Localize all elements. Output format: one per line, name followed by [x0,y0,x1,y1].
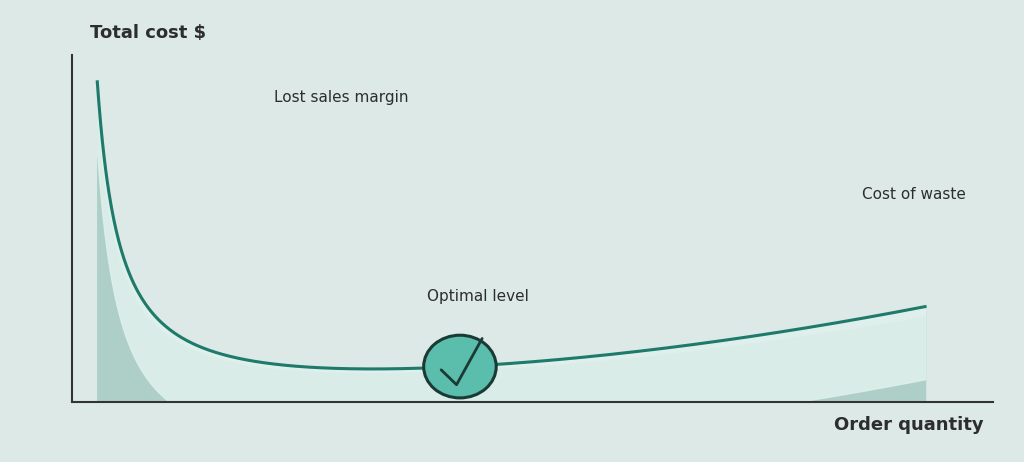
Text: Lost sales margin: Lost sales margin [274,90,409,105]
Text: Total cost $: Total cost $ [90,24,206,42]
Text: Cost of waste: Cost of waste [862,187,966,202]
Text: Order quantity: Order quantity [835,416,984,434]
Ellipse shape [424,335,497,398]
Text: Optimal level: Optimal level [427,289,529,304]
